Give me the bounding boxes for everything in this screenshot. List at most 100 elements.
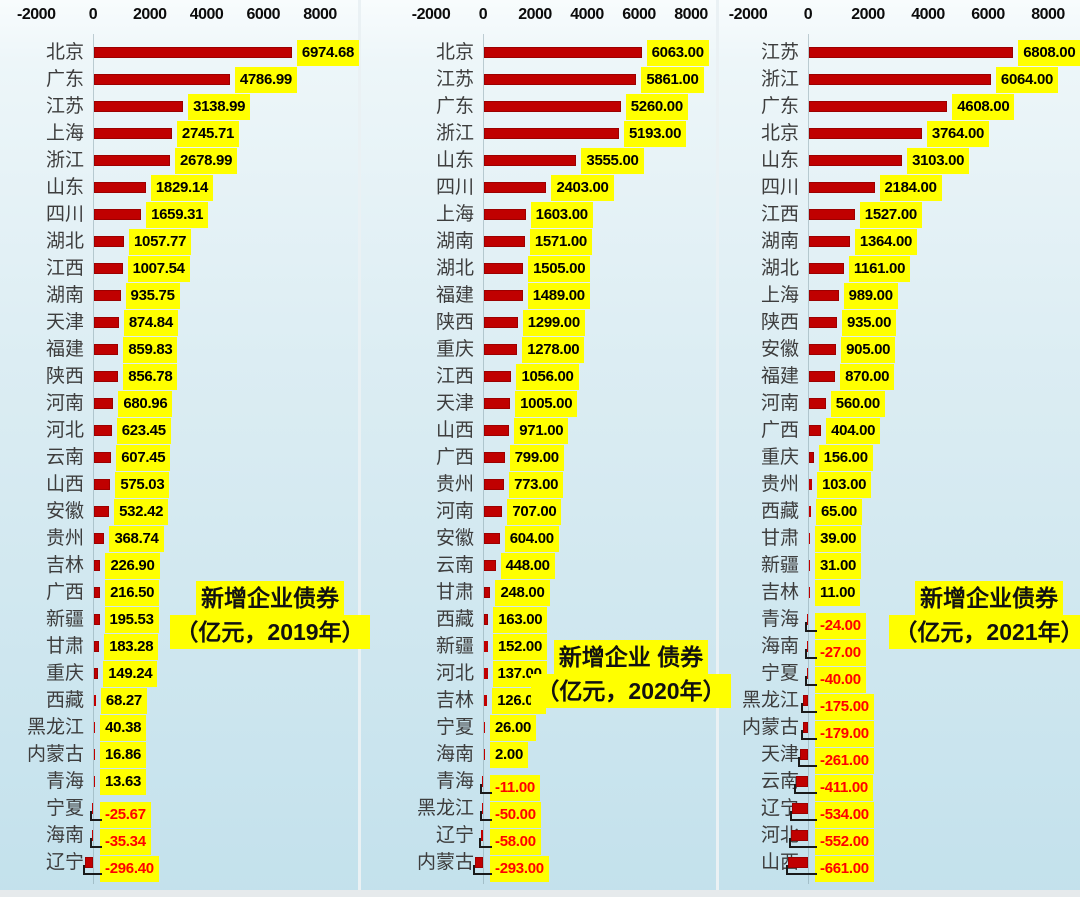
value-label: 16.86	[100, 742, 147, 768]
value-label: 935.75	[125, 283, 180, 309]
category-label: 宁夏	[760, 663, 799, 684]
value-label: -296.40	[100, 856, 159, 882]
bar	[807, 641, 808, 652]
value-label: 404.00	[826, 418, 881, 444]
bar	[484, 344, 518, 355]
bar	[791, 803, 808, 814]
value-label: 905.00	[841, 337, 896, 363]
x-axis-tick: 2000	[851, 6, 885, 23]
value-label: 2.00	[490, 742, 528, 768]
value-label: 874.84	[123, 310, 178, 336]
category-label: 吉林	[435, 690, 474, 711]
category-label: 天津	[435, 393, 474, 414]
value-label: -261.00	[815, 748, 874, 774]
chart-title-line1: 新增企业债券	[915, 581, 1063, 615]
leader-line	[805, 649, 817, 659]
bar	[809, 398, 826, 409]
category-label: 湖南	[45, 285, 84, 306]
category-label: 广西	[435, 447, 474, 468]
bar	[802, 722, 808, 733]
bar	[802, 695, 808, 706]
category-label: 天津	[45, 312, 84, 333]
category-label: 贵州	[45, 528, 84, 549]
bar	[809, 479, 813, 490]
value-label: 65.00	[815, 499, 862, 525]
x-axis-tick: 6000	[971, 6, 1005, 23]
category-label: 海南	[435, 744, 474, 765]
category-label: 河北	[760, 825, 799, 846]
bar	[94, 236, 124, 247]
value-label: 5193.00	[624, 121, 687, 147]
category-label: 安徽	[45, 501, 84, 522]
category-label: 江西	[45, 258, 84, 279]
category-label: 重庆	[760, 447, 799, 468]
x-axis-tick: 4000	[911, 6, 945, 23]
category-label: 新疆	[760, 555, 799, 576]
bar	[94, 398, 114, 409]
bar	[484, 722, 485, 733]
leader-line	[800, 703, 817, 713]
bar	[791, 830, 808, 841]
leader-line	[798, 757, 817, 767]
plot-area-2020: 北京 6063.00 江苏 5861.00 广东 5260.00 浙江 5193.00 山东 35…	[361, 0, 716, 890]
bar	[809, 506, 811, 517]
category-label: 江苏	[45, 96, 84, 117]
bar	[484, 263, 524, 274]
category-label: 陕西	[45, 366, 84, 387]
leader-line	[480, 784, 492, 794]
bar	[94, 128, 172, 139]
value-label: 195.53	[104, 607, 159, 633]
category-label: 安徽	[760, 339, 799, 360]
leader-line	[786, 865, 817, 875]
value-label: 68.27	[100, 688, 147, 714]
value-label: 1829.14	[150, 175, 214, 201]
value-label: 870.00	[840, 364, 895, 390]
x-axis-tick: 0	[478, 6, 488, 23]
value-label: 4608.00	[952, 94, 1015, 120]
value-label: 971.00	[514, 418, 569, 444]
value-label: -35.34	[100, 829, 151, 855]
value-label: 1505.00	[528, 256, 591, 282]
bar	[809, 533, 811, 544]
category-label: 云南	[435, 555, 474, 576]
bar	[484, 641, 488, 652]
category-label: 西藏	[45, 690, 84, 711]
x-axis-tick: -2000	[17, 6, 56, 23]
category-label: 河南	[435, 501, 474, 522]
bar	[94, 101, 184, 112]
value-label: 607.45	[116, 445, 171, 471]
bar	[484, 587, 491, 598]
category-label: 北京	[760, 123, 799, 144]
value-label: 560.00	[830, 391, 885, 417]
bar	[94, 749, 95, 760]
bar	[92, 803, 93, 814]
bar	[484, 533, 500, 544]
value-label: 935.00	[842, 310, 897, 336]
value-label: 1056.00	[516, 364, 579, 390]
bar	[795, 776, 808, 787]
bar	[809, 344, 837, 355]
bar	[484, 290, 523, 301]
value-label: 859.83	[123, 337, 178, 363]
bar	[484, 479, 505, 490]
bar	[484, 614, 489, 625]
leader-line	[804, 676, 817, 686]
category-label: 四川	[45, 204, 84, 225]
value-label: 1161.00	[848, 256, 911, 282]
bar	[94, 155, 171, 166]
x-axis-tick: 0	[803, 6, 813, 23]
x-axis-2020: -2000 0 2000 4000 6000 8000	[361, 0, 716, 32]
bar	[809, 317, 838, 328]
bar	[94, 263, 123, 274]
value-label: -175.00	[815, 694, 874, 720]
value-label: 2403.00	[551, 175, 614, 201]
chart-title-line1: 新增企业 债券	[553, 640, 709, 674]
leader-line	[89, 838, 102, 848]
bar	[484, 452, 505, 463]
value-label: -552.00	[815, 829, 874, 855]
value-label: 149.24	[103, 661, 158, 687]
value-label: 156.00	[818, 445, 873, 471]
leader-line	[789, 838, 817, 848]
category-label: 宁夏	[45, 798, 84, 819]
category-axis-line	[93, 34, 94, 884]
